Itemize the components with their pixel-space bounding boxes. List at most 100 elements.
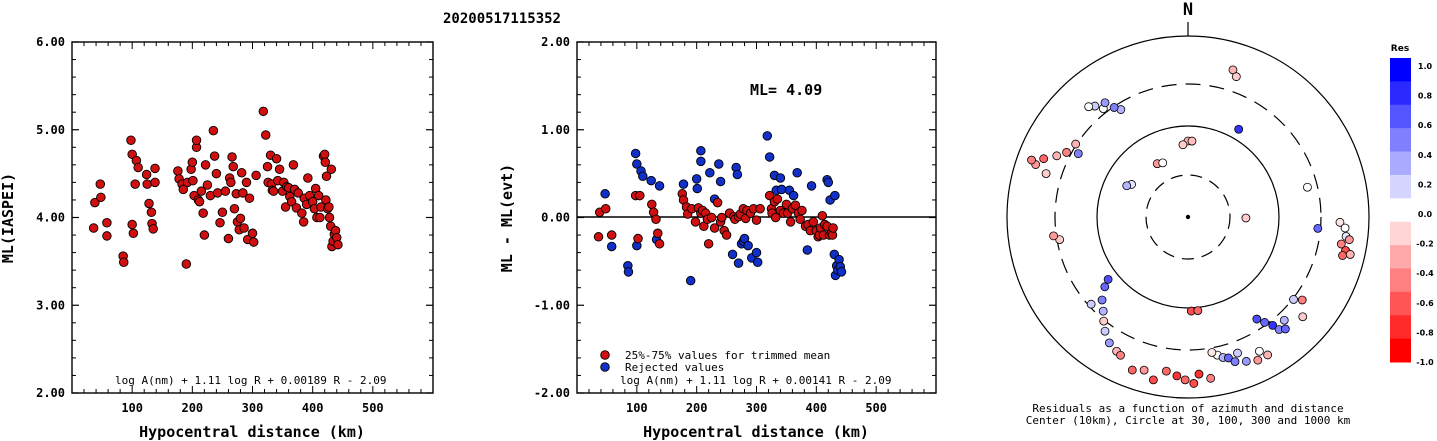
ml-point <box>321 171 332 182</box>
residual-point <box>1233 348 1242 358</box>
residual-point <box>1187 136 1197 146</box>
panel1-ytick-label: 4.00 <box>36 211 65 225</box>
panel2-ytick-label: 2.00 <box>541 35 570 49</box>
panel1-xlabel: Hypocentral distance (km) <box>139 423 365 441</box>
center-dot <box>1185 214 1191 220</box>
panel1-xtick-label: 400 <box>302 401 324 415</box>
ml-point <box>188 175 198 186</box>
residual-point <box>1180 375 1190 385</box>
ml-point <box>274 164 285 174</box>
accepted-point <box>653 228 663 239</box>
rejected-point <box>775 173 786 183</box>
residual-point <box>1279 315 1289 325</box>
residual-point <box>1345 250 1355 259</box>
residual-point <box>1172 371 1182 381</box>
ml-point <box>258 106 269 117</box>
circle-1000km <box>1006 35 1370 399</box>
residual-point <box>1041 169 1051 179</box>
colorbar-swatch <box>1390 245 1411 269</box>
accepted-point <box>600 203 611 214</box>
colorbar-swatch <box>1390 174 1411 199</box>
ml-point <box>303 173 313 183</box>
polar-caption-2: Center (10km), Circle at 30, 100, 300 an… <box>1026 414 1351 427</box>
residual-point <box>1109 103 1119 112</box>
rejected-point <box>691 174 702 184</box>
residual-point <box>1344 235 1354 245</box>
ml-point <box>130 179 140 189</box>
panel1-xtick-label: 100 <box>121 401 143 415</box>
ml-point <box>209 151 220 161</box>
rejected-point <box>705 167 715 178</box>
ml-point <box>90 197 100 208</box>
ml-point <box>126 135 136 146</box>
ml-point <box>297 208 307 218</box>
panel2-ytick-label: 0.00 <box>541 211 570 225</box>
ml-annotation: ML= 4.09 <box>750 81 822 99</box>
residual-point <box>1098 306 1108 316</box>
panel2-xlabel: Hypocentral distance (km) <box>643 423 869 441</box>
north-label: N <box>1183 0 1193 20</box>
ml-point <box>235 213 246 224</box>
ml-point <box>220 186 231 196</box>
colorbar-swatch <box>1390 268 1411 293</box>
accepted-point <box>764 190 775 201</box>
ml-point <box>238 188 248 198</box>
legend-marker-accepted <box>600 350 610 360</box>
colorbar-swatch <box>1390 291 1411 316</box>
legend-marker-rejected <box>600 362 610 372</box>
accepted-point <box>717 212 727 223</box>
ml-point <box>148 224 158 234</box>
ml-point <box>141 169 152 180</box>
residual-point <box>1231 72 1241 82</box>
rejected-point <box>836 267 847 277</box>
panel2-xtick-label: 300 <box>746 401 768 415</box>
residual-point <box>1100 282 1110 292</box>
panel2-xtick-label: 200 <box>686 401 708 415</box>
ml-point <box>271 153 282 164</box>
accepted-point <box>772 194 783 204</box>
ml-point <box>326 164 337 174</box>
accepted-point <box>606 230 617 240</box>
ml-point <box>324 212 335 223</box>
colorbar-label: -0.6 <box>1416 299 1434 308</box>
accepted-point <box>647 199 657 210</box>
rejected-point <box>727 249 738 260</box>
ml-point <box>268 186 279 196</box>
rejected-point <box>752 257 763 268</box>
ml-point <box>181 259 192 269</box>
accepted-point <box>706 212 717 223</box>
colorbar-swatch <box>1390 151 1411 176</box>
rejected-point <box>762 131 773 141</box>
accepted-point <box>817 210 828 221</box>
ml-point <box>96 192 106 203</box>
residual-point <box>1194 369 1204 379</box>
colorbar-label: 0.8 <box>1418 92 1433 101</box>
accepted-point <box>654 239 665 249</box>
colorbar-swatch <box>1390 81 1411 106</box>
accepted-point <box>635 190 645 201</box>
accepted-point <box>770 212 781 223</box>
ml-point <box>198 208 208 218</box>
residual-point <box>1039 154 1049 164</box>
ml-point <box>212 188 223 198</box>
accepted-point <box>593 232 604 242</box>
rejected-point <box>630 148 641 159</box>
residual-point <box>1052 151 1062 161</box>
accepted-point <box>785 217 796 227</box>
accepted-point <box>690 217 701 227</box>
panel1-ytick-label: 5.00 <box>36 123 65 137</box>
ml-point <box>173 166 183 176</box>
residual-point <box>1100 326 1110 336</box>
ml-point <box>215 218 225 228</box>
residual-point <box>1103 275 1113 284</box>
residual-point <box>1193 306 1203 316</box>
ml-point <box>194 196 205 207</box>
residual-point <box>1230 357 1240 366</box>
residual-point <box>1336 239 1346 249</box>
rejected-point <box>685 275 696 286</box>
rejected-point <box>788 190 799 201</box>
colorbar-swatch <box>1390 338 1411 363</box>
panel1-ytick-label: 3.00 <box>36 298 65 312</box>
rejected-point <box>696 146 706 156</box>
